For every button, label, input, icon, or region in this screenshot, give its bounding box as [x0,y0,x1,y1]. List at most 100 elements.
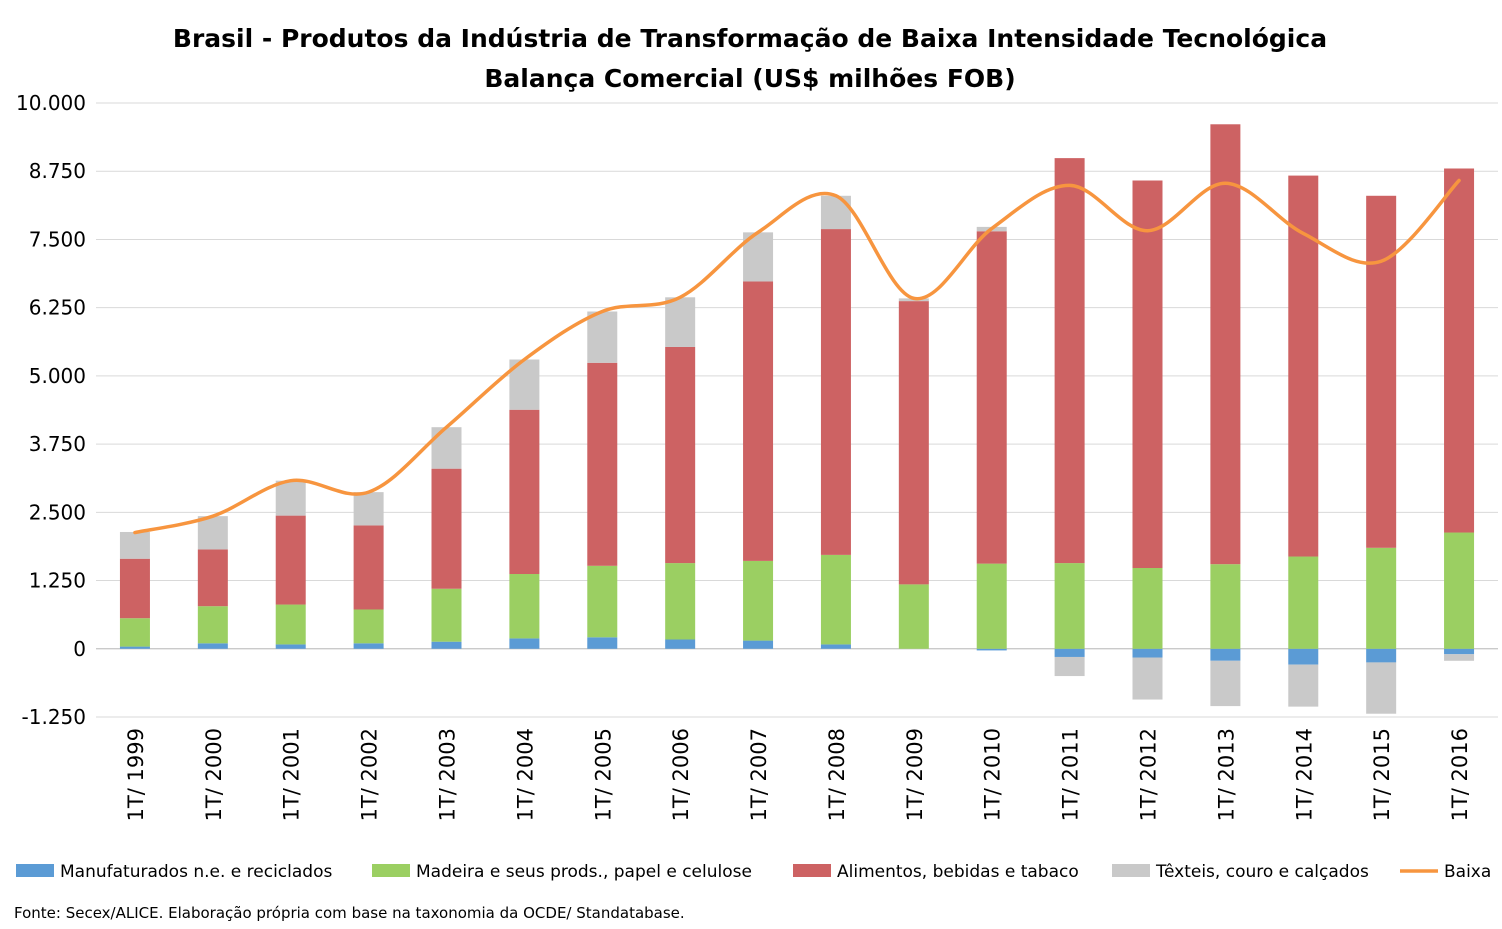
bar-segment [197,643,228,649]
bar-segment [587,637,618,649]
legend-label: Manufaturados n.e. e reciclados [60,862,332,882]
bar-segment [976,563,1007,649]
bar-segment [1288,648,1319,665]
bar-segment [1210,124,1241,565]
bar-segment [665,346,696,564]
bar-segment [119,531,150,559]
bar-segment [1054,563,1085,649]
bar-segment [1444,532,1475,649]
x-tick-label: 1T/ 2006 [669,728,693,821]
bar-segment [197,549,228,607]
bar-segment [197,606,228,644]
bar-segment [1210,648,1241,661]
bar-segment [1366,195,1397,548]
bar-segment [431,468,462,589]
bar-segment [1210,564,1241,649]
bar-segment [353,525,384,610]
y-tick-label: 7.500 [29,227,86,251]
chart-title: Brasil - Produtos da Indústria de Transf… [173,24,1327,53]
bar-segment [1366,662,1397,714]
bar-segment [665,639,696,649]
bar-segment [275,480,306,516]
bar-segment [743,640,774,649]
bar-segment [275,515,306,605]
bar-segment [1054,648,1085,657]
x-tick-label: 1T/ 2012 [1137,728,1161,821]
x-tick-label: 1T/ 1999 [124,728,148,821]
x-tick-label: 1T/ 2002 [358,728,382,821]
legend-swatch [1112,864,1150,877]
gridlines [96,102,1498,718]
x-tick-label: 1T/ 2009 [903,728,927,821]
x-tick-label: 1T/ 2008 [825,728,849,821]
source-note: Fonte: Secex/ALICE. Elaboração própria c… [14,904,685,922]
bar-segment [1288,664,1319,707]
bar-segment [353,643,384,649]
bar-segment [353,492,384,526]
x-axis: 1T/ 1999 1T/ 2000 1T/ 2001 1T/ 2002 1T/ 2003… [124,728,1472,821]
legend-label: Têxteis, couro e calçados [1155,862,1369,882]
bar-segment [1366,547,1397,649]
bar-segment [197,516,228,550]
legend-label: Madeira e seus prods., papel e celulose [416,862,752,882]
legend-swatch [793,864,831,877]
bar-segment [587,565,618,638]
y-tick-label: 5.000 [29,364,86,388]
x-tick-label: 1T/ 2005 [591,728,615,821]
bar-segment [898,301,929,585]
bar-segment [665,297,696,347]
y-tick-label: -1.250 [22,705,86,729]
bar-segment [119,618,150,647]
x-tick-label: 1T/ 2013 [1214,728,1238,821]
bars [119,124,1475,714]
x-tick-label: 1T/ 2016 [1448,728,1472,821]
bar-segment [743,281,774,561]
x-tick-label: 1T/ 2010 [981,728,1005,821]
chart-subtitle: Balança Comercial (US$ milhões FOB) [484,64,1015,93]
legend-swatch [372,864,410,877]
bar-segment [1444,648,1475,655]
legend-label: Alimentos, bebidas e tabaco [837,862,1079,882]
y-tick-label: 1.250 [29,569,86,593]
bar-segment [976,231,1007,564]
x-tick-label: 1T/ 2001 [280,728,304,821]
bar-segment [820,195,851,230]
bar-segment [1054,158,1085,564]
y-tick-label: 3.750 [29,432,86,456]
x-tick-label: 1T/ 2000 [202,728,226,821]
bar-segment [1132,180,1163,569]
bar-segment [431,588,462,642]
bar-segment [509,638,540,649]
bar-segment [275,644,306,649]
bar-segment [587,311,618,363]
bar-segment [1366,648,1397,663]
x-tick-label: 1T/ 2011 [1059,728,1083,821]
y-tick-label: 0 [73,637,86,661]
bar-segment [898,584,929,649]
y-axis: -1.250 0 1.250 2.500 3.750 5.000 6.250 7.500 8.7… [16,91,86,729]
x-tick-label: 1T/ 2003 [436,728,460,821]
bar-segment [1210,660,1241,707]
x-tick-label: 1T/ 2004 [513,728,537,821]
bar-segment [431,427,462,469]
bar-segment [1444,168,1475,533]
bar-segment [587,362,618,566]
y-tick-label: 8.750 [29,159,86,183]
bar-segment [1132,657,1163,700]
x-tick-label: 1T/ 2015 [1370,728,1394,821]
legend: Manufaturados n.e. e reciclados Madeira e… [16,862,1491,882]
bar-segment [509,409,540,575]
x-tick-label: 1T/ 2014 [1292,728,1316,821]
legend-swatch [16,864,54,877]
bar-segment [820,229,851,555]
bar-segment [353,609,384,644]
legend-label: Baixa [1444,862,1491,882]
y-tick-label: 10.000 [16,91,86,115]
bar-segment [820,644,851,649]
bar-segment [119,646,150,649]
bar-segment [1132,568,1163,649]
y-tick-label: 6.250 [29,296,86,320]
bar-segment [509,574,540,639]
bar-segment [820,554,851,645]
